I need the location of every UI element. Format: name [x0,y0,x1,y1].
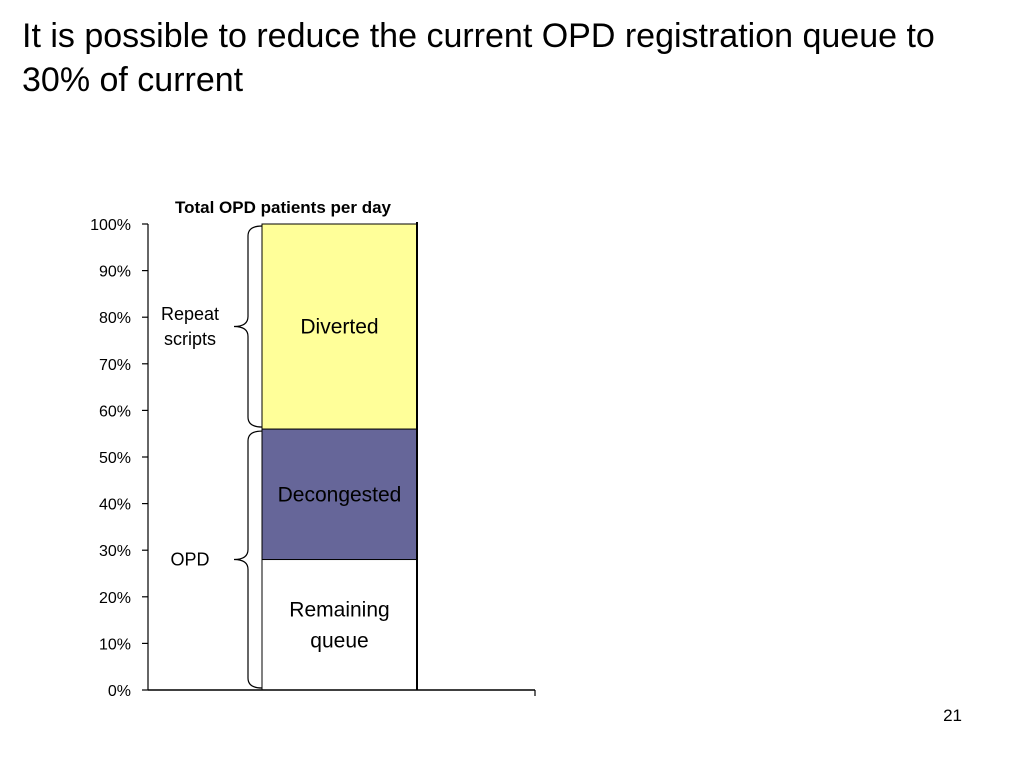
y-tick-label: 80% [99,310,131,327]
y-tick-label: 60% [99,403,131,420]
bar-segment [261,559,418,691]
segment-label: Decongested [278,483,402,506]
bar-segment [261,428,418,561]
brace-label: Repeat [161,304,219,324]
y-tick-label: 100% [90,217,131,234]
brace-label: scripts [164,329,216,349]
segment-label: queue [310,629,368,652]
segment-label: Remaining [289,598,389,621]
y-tick-label: 10% [99,636,131,653]
y-tick-label: 50% [99,450,131,467]
y-tick-label: 30% [99,543,131,560]
y-tick-label: 20% [99,590,131,607]
y-tick-label: 70% [99,357,131,374]
curly-brace [233,430,263,689]
curly-brace [233,225,263,428]
slide-title: It is possible to reduce the current OPD… [22,17,935,99]
y-tick-label: 90% [99,264,131,281]
brace-label: OPD [170,550,209,570]
chart-title: Total OPD patients per day [175,198,392,217]
segment-label: Diverted [300,316,378,339]
page-number: 21 [943,706,962,725]
y-tick-label: 0% [108,683,131,700]
y-tick-label: 40% [99,497,131,514]
